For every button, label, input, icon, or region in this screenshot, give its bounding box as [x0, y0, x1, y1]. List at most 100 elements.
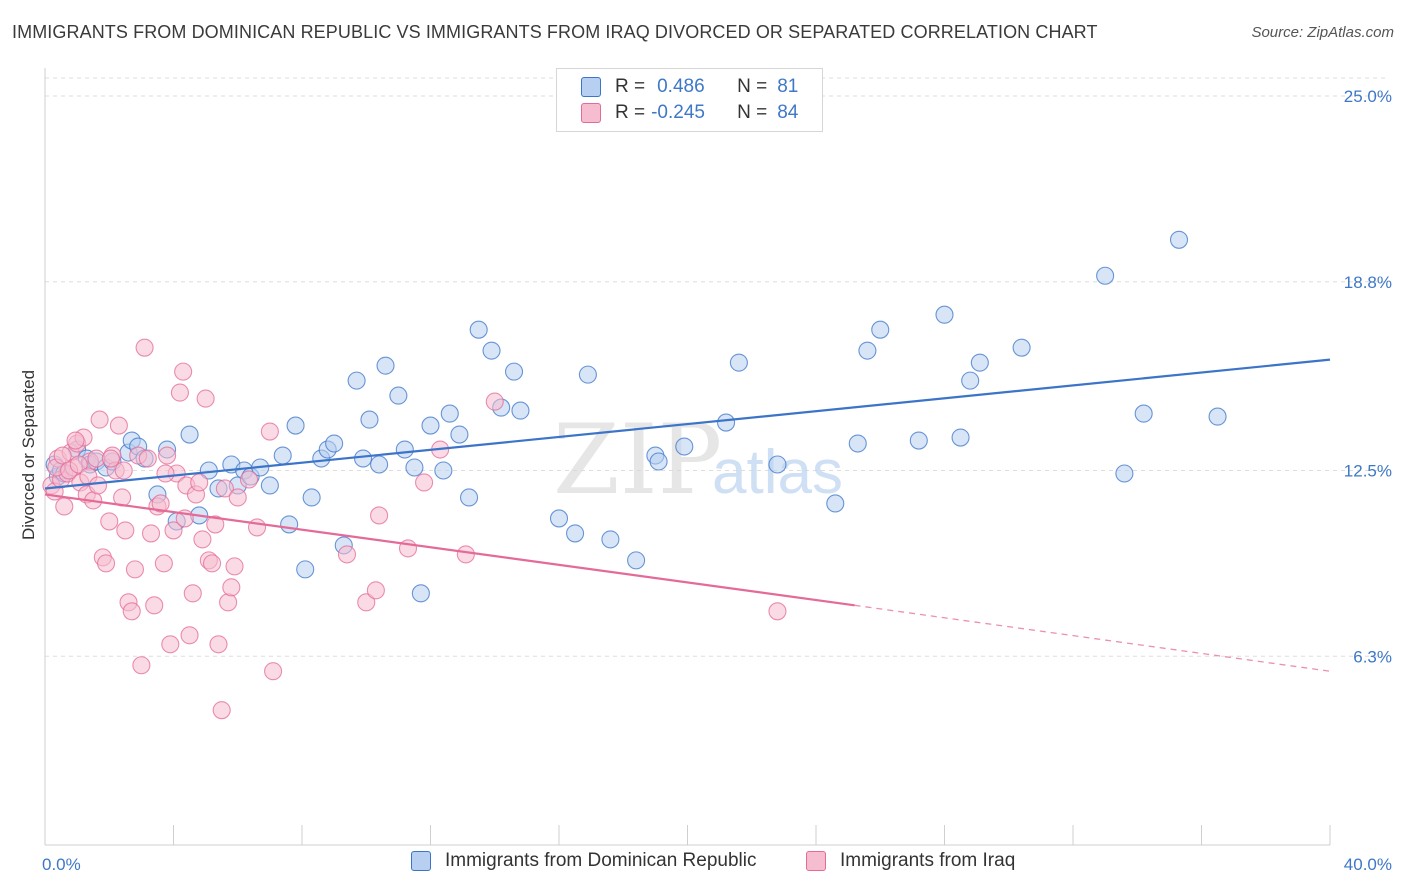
data-point-dominican: [440, 404, 459, 423]
data-point-dominican: [273, 446, 292, 465]
data-point-iraq: [158, 446, 177, 465]
data-point-iraq: [135, 338, 154, 357]
data-point-dominican: [421, 416, 440, 435]
data-point-iraq: [53, 446, 72, 465]
data-point-dominican: [566, 524, 585, 543]
data-point-iraq: [156, 464, 175, 483]
legend-item-dominican: Immigrants from Dominican Republic: [411, 850, 757, 872]
data-point-iraq: [125, 560, 144, 579]
pink-swatch-icon: [581, 103, 601, 123]
data-point-dominican: [296, 560, 315, 579]
data-point-dominican: [826, 494, 845, 513]
data-point-dominican: [716, 413, 736, 432]
data-point-dominican: [848, 434, 867, 453]
data-point-iraq: [228, 488, 247, 507]
n-label: N =: [737, 102, 768, 123]
data-point-iraq: [264, 662, 283, 681]
data-point-iraq: [209, 635, 228, 654]
data-point-dominican: [302, 488, 321, 507]
data-point-dominican: [482, 341, 501, 360]
data-point-dominican: [649, 452, 668, 471]
data-point-iraq: [196, 389, 215, 408]
data-point-iraq: [109, 416, 128, 435]
data-point-dominican: [504, 362, 524, 381]
r-value-iraq: -0.245: [651, 102, 705, 123]
data-point-dominican: [360, 410, 379, 429]
n-value-iraq: 84: [777, 102, 799, 123]
n-label: N =: [737, 76, 768, 97]
data-point-iraq: [203, 554, 222, 573]
data-point-dominican: [511, 401, 530, 420]
y-tick-label: 25.0%: [1344, 87, 1392, 106]
data-point-dominican: [459, 488, 479, 507]
data-point-iraq: [222, 578, 241, 597]
data-point-iraq: [239, 470, 259, 489]
r-value-dominican: 0.486: [657, 76, 705, 97]
data-point-dominican: [353, 449, 373, 468]
data-point-iraq: [69, 455, 88, 474]
data-point-iraq: [357, 593, 376, 612]
chart-title: IMMIGRANTS FROM DOMINICAN REPUBLIC VS IM…: [12, 22, 1098, 42]
data-point-iraq: [154, 554, 173, 573]
data-point-iraq: [116, 521, 135, 540]
data-point-iraq: [768, 602, 787, 621]
n-value-dominican: 81: [777, 76, 799, 97]
series-legend: Immigrants from Dominican Republic Immig…: [0, 850, 1406, 878]
data-point-dominican: [325, 434, 344, 453]
data-point-dominican: [450, 425, 469, 444]
x-tick-label: 40.0%: [1344, 855, 1392, 874]
data-point-iraq: [101, 449, 120, 468]
data-point-iraq: [219, 593, 238, 612]
data-point-dominican: [1208, 407, 1227, 426]
x-tick-label: 0.0%: [42, 855, 81, 874]
data-point-dominican: [370, 455, 389, 474]
data-point-dominican: [469, 320, 488, 339]
data-point-iraq: [456, 545, 475, 564]
data-point-iraq: [485, 392, 504, 411]
data-point-iraq: [170, 383, 189, 402]
data-point-dominican: [970, 353, 989, 372]
data-point-iraq: [415, 473, 434, 492]
data-point-dominican: [1134, 404, 1153, 423]
trend-line-iraq: [854, 604, 1331, 672]
data-point-dominican: [389, 386, 408, 405]
y-tick-label: 6.3%: [1353, 647, 1392, 666]
data-point-iraq: [88, 476, 108, 495]
data-point-dominican: [871, 320, 890, 339]
legend-item-iraq: Immigrants from Iraq: [806, 850, 1015, 872]
watermark-zip: ZIP: [553, 404, 722, 516]
data-point-iraq: [183, 584, 202, 603]
data-point-iraq: [66, 431, 85, 450]
data-point-dominican: [280, 515, 299, 534]
data-point-dominican: [1012, 338, 1031, 357]
data-point-iraq: [138, 449, 157, 468]
data-point-dominican: [601, 530, 620, 549]
data-point-iraq: [370, 506, 389, 525]
data-point-dominican: [376, 356, 395, 375]
blue-swatch-icon: [411, 851, 431, 871]
data-point-iraq: [151, 494, 170, 513]
legend-label-dominican: Immigrants from Dominican Republic: [445, 850, 757, 871]
trend-line-dominican: [44, 358, 1331, 490]
blue-swatch-icon: [581, 77, 601, 97]
legend-row-iraq: R = -0.245 N = 84: [557, 100, 798, 126]
data-point-iraq: [174, 362, 193, 381]
data-point-dominican: [578, 365, 597, 384]
data-point-iraq: [90, 410, 109, 429]
data-point-dominican: [675, 437, 694, 456]
data-point-iraq: [180, 626, 199, 645]
data-point-dominican: [858, 341, 877, 360]
data-point-iraq: [114, 461, 133, 480]
data-point-dominican: [549, 509, 569, 528]
data-point-iraq: [193, 530, 212, 549]
data-point-iraq: [161, 635, 180, 654]
data-point-iraq: [145, 596, 164, 615]
y-tick-label: 18.8%: [1344, 273, 1392, 292]
data-point-iraq: [190, 473, 209, 492]
y-axis-title: Divorced or Separated: [19, 370, 38, 540]
data-point-dominican: [1169, 230, 1189, 249]
data-point-iraq: [225, 557, 244, 576]
data-point-dominican: [909, 431, 928, 450]
data-point-iraq: [96, 554, 116, 573]
